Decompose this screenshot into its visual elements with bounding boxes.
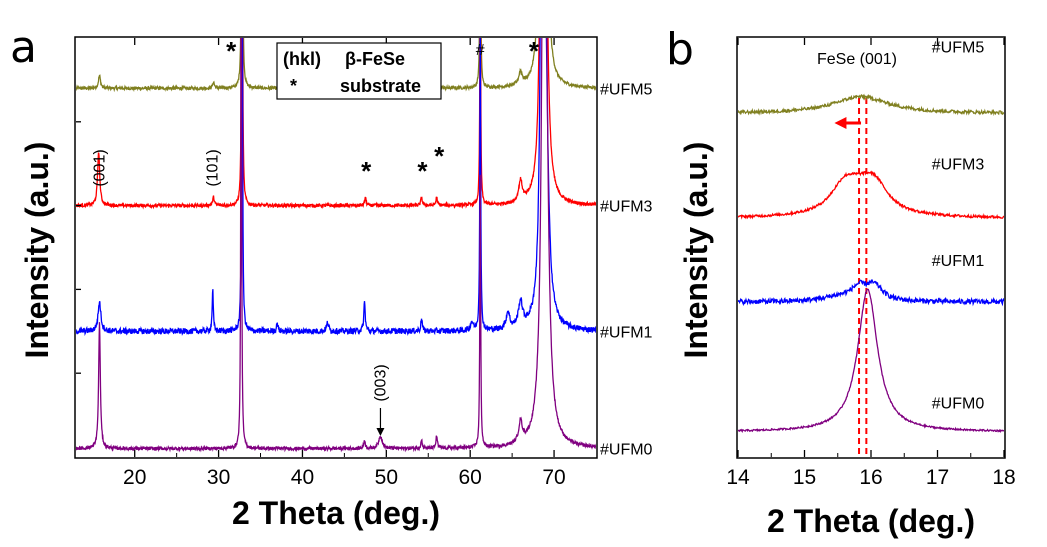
xtick-label: 30 (207, 466, 230, 489)
series-line-ufm0 (76, 38, 596, 453)
legend-box (276, 42, 442, 100)
series-label-ufm5: #UFM5 (932, 39, 985, 56)
plot-b-frame (736, 36, 1006, 459)
legend-substrate: substrate (340, 76, 421, 96)
shift-arrow-head (834, 117, 847, 129)
series-label-ufm0: #UFM0 (600, 442, 653, 459)
plot-a-ylabel: Intensity (a.u.) (19, 142, 55, 359)
series-line-ufm1 (738, 279, 1004, 307)
series-label-ufm0: #UFM0 (932, 396, 985, 413)
series-label-ufm1: #UFM1 (932, 253, 985, 270)
substrate-star: * (361, 156, 372, 186)
plot-a-xticks: 20 30 40 50 60 70 (76, 38, 566, 489)
plot-b-xticks: 14 15 16 17 18 (726, 38, 1016, 489)
xtick-label: 15 (793, 466, 816, 489)
hkl-label: (003) (372, 364, 389, 401)
plot-a-annotations: (001) (101)(003)** * **# (91, 36, 540, 436)
hkl-arrow-head (376, 428, 385, 436)
series-line-ufm5 (738, 93, 1004, 117)
xtick-label: 17 (926, 466, 949, 489)
hash-marker: # (476, 42, 485, 59)
plot-b-xlabel: 2 Theta (deg.) (767, 503, 975, 539)
plot-a-legend: (hkl) β-FeSe * substrate (276, 42, 442, 100)
legend-star: * (290, 76, 297, 96)
series-line-ufm3 (76, 38, 596, 210)
series-label-ufm3: #UFM3 (600, 199, 653, 216)
series-label-ufm1: #UFM1 (600, 324, 653, 341)
xtick-label: 18 (992, 466, 1015, 489)
xtick-label: 20 (123, 466, 146, 489)
xtick-label: 14 (726, 466, 750, 489)
series-line-ufm1 (76, 38, 596, 337)
series-label-ufm3: #UFM3 (932, 157, 985, 174)
xtick-label: 40 (291, 466, 314, 489)
substrate-star: * (417, 156, 428, 186)
hkl-label: (001) (91, 149, 108, 186)
plot-a-frame (74, 36, 598, 459)
plot-a-series-labels: #UFM5 #UFM3 #UFM1 #UFM0 (600, 81, 653, 458)
substrate-star: * (226, 36, 237, 66)
xtick-label: 70 (542, 466, 565, 489)
xtick-label: 50 (375, 466, 398, 489)
legend-hkl: (hkl) (283, 49, 321, 69)
plot-a-xlabel: 2 Theta (deg.) (232, 495, 440, 531)
xtick-label: 16 (859, 466, 882, 489)
plot-b-ylabel: Intensity (a.u.) (678, 142, 714, 359)
hkl-label: (101) (205, 149, 222, 186)
series-line-ufm3 (738, 170, 1004, 220)
substrate-star: * (529, 36, 540, 66)
xtick-label: 60 (459, 466, 482, 489)
panel-label-a: a (10, 22, 37, 73)
legend-fese: β-FeSe (345, 49, 405, 69)
series-label-ufm5: #UFM5 (600, 81, 653, 98)
panel-label-b: b (666, 24, 694, 75)
plot-b-area (738, 93, 1004, 457)
plot-b-title: FeSe (001) (817, 51, 897, 68)
substrate-star: * (434, 141, 445, 171)
plot-b-series-labels: #UFM5 #UFM3 #UFM1 #UFM0 (932, 39, 985, 412)
series-line-ufm0 (738, 288, 1004, 434)
